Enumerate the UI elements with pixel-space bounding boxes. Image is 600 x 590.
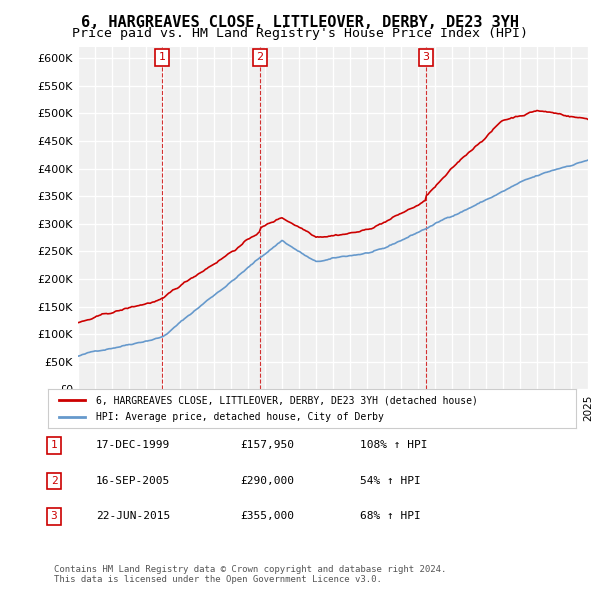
Text: 54% ↑ HPI: 54% ↑ HPI <box>360 476 421 486</box>
Text: 16-SEP-2005: 16-SEP-2005 <box>96 476 170 486</box>
Text: 3: 3 <box>422 53 430 63</box>
Text: 2: 2 <box>257 53 263 63</box>
Text: 6, HARGREAVES CLOSE, LITTLEOVER, DERBY, DE23 3YH (detached house): 6, HARGREAVES CLOSE, LITTLEOVER, DERBY, … <box>95 395 478 405</box>
Text: £290,000: £290,000 <box>240 476 294 486</box>
Text: 3: 3 <box>50 512 58 521</box>
Text: HPI: Average price, detached house, City of Derby: HPI: Average price, detached house, City… <box>95 412 383 422</box>
Text: 6, HARGREAVES CLOSE, LITTLEOVER, DERBY, DE23 3YH: 6, HARGREAVES CLOSE, LITTLEOVER, DERBY, … <box>81 15 519 30</box>
Text: 1: 1 <box>159 53 166 63</box>
Text: 108% ↑ HPI: 108% ↑ HPI <box>360 441 427 450</box>
Text: 17-DEC-1999: 17-DEC-1999 <box>96 441 170 450</box>
Text: 2: 2 <box>50 476 58 486</box>
Text: Contains HM Land Registry data © Crown copyright and database right 2024.
This d: Contains HM Land Registry data © Crown c… <box>54 565 446 584</box>
Text: 68% ↑ HPI: 68% ↑ HPI <box>360 512 421 521</box>
Text: 22-JUN-2015: 22-JUN-2015 <box>96 512 170 521</box>
Text: 1: 1 <box>50 441 58 450</box>
Text: £157,950: £157,950 <box>240 441 294 450</box>
Text: £355,000: £355,000 <box>240 512 294 521</box>
Text: Price paid vs. HM Land Registry's House Price Index (HPI): Price paid vs. HM Land Registry's House … <box>72 27 528 40</box>
